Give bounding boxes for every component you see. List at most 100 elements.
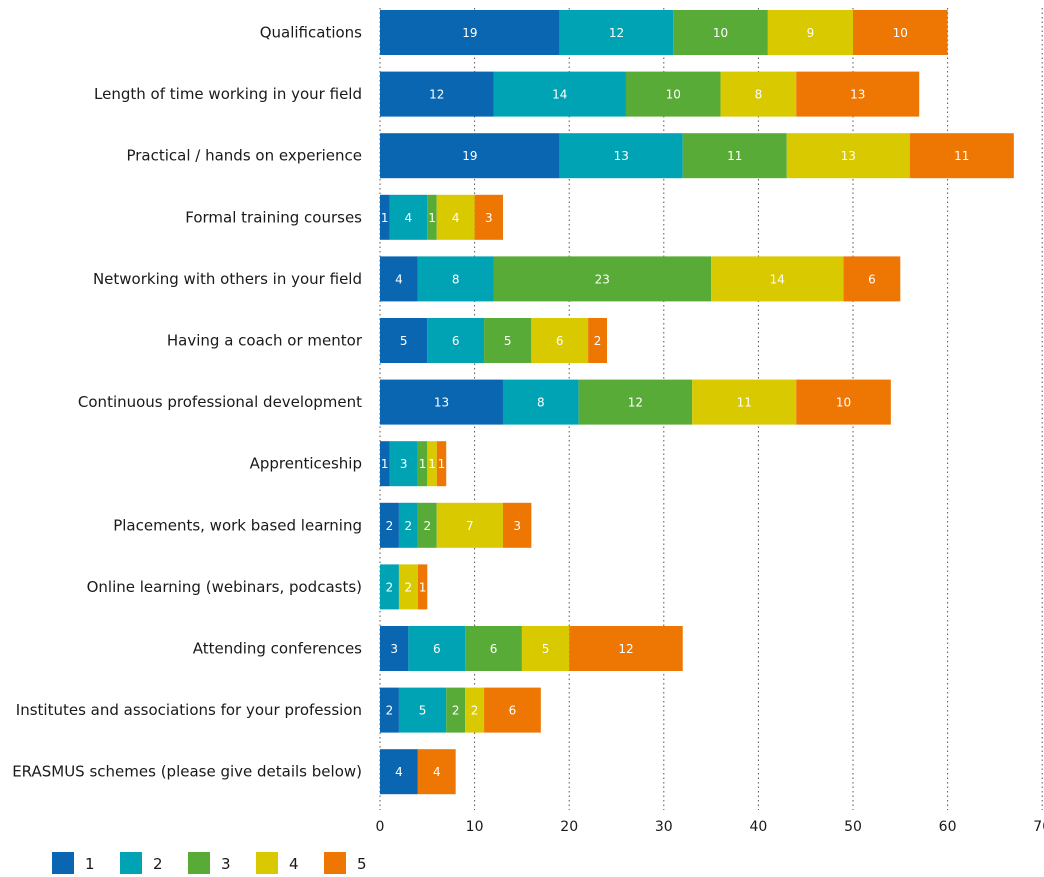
bar-value-label: 5 xyxy=(542,642,550,656)
bar-value-label: 10 xyxy=(893,26,908,40)
bar-segment xyxy=(436,502,503,548)
category-label: Online learning (webinars, podcasts) xyxy=(87,578,362,596)
bar-value-label: 3 xyxy=(485,211,493,225)
legend-label: 3 xyxy=(221,855,231,873)
legend: 1 2 3 4 5 xyxy=(52,852,367,874)
bar-segment xyxy=(569,626,683,671)
bar-segment xyxy=(380,318,428,363)
bar-value-label: 13 xyxy=(614,149,629,163)
bar-value-label: 6 xyxy=(556,334,564,348)
x-tick-label: 20 xyxy=(560,819,578,835)
bar-segment xyxy=(380,256,418,302)
bar-value-label: 6 xyxy=(452,334,460,348)
bar-segment xyxy=(493,71,626,117)
bar-value-label: 11 xyxy=(954,149,969,163)
bar-value-label: 1 xyxy=(428,211,436,225)
bar-value-label: 6 xyxy=(509,704,517,718)
bar-segment xyxy=(692,379,797,425)
bar-value-label: 1 xyxy=(438,457,446,471)
bar-segment xyxy=(711,256,844,302)
bar-segment xyxy=(909,133,1014,179)
legend-swatch xyxy=(120,852,142,874)
bar-value-label: 4 xyxy=(395,272,403,286)
bar-value-label: 1 xyxy=(419,457,427,471)
bar-value-label: 12 xyxy=(618,642,633,656)
category-label: Length of time working in your field xyxy=(94,85,362,103)
bar-value-label: 6 xyxy=(433,642,441,656)
legend-label: 2 xyxy=(153,855,163,873)
bar-segment xyxy=(796,379,891,425)
bar-segment xyxy=(408,626,466,671)
bar-value-label: 1 xyxy=(381,457,389,471)
legend-label: 1 xyxy=(85,855,95,873)
bar-value-label: 4 xyxy=(433,765,441,779)
bar-value-label: 12 xyxy=(628,396,643,410)
bar-value-label: 2 xyxy=(452,704,460,718)
bar-value-label: 2 xyxy=(386,704,394,718)
bar-segment xyxy=(380,626,409,671)
bar-segment xyxy=(474,194,503,240)
category-label: Institutes and associations for your pro… xyxy=(16,701,362,719)
bar-segment xyxy=(380,441,390,487)
bar-value-label: 5 xyxy=(419,704,427,718)
bar-segment xyxy=(796,71,920,117)
bar-segment xyxy=(436,441,447,487)
bar-value-label: 11 xyxy=(737,396,752,410)
bar-value-label: 3 xyxy=(513,519,521,533)
category-label: Continuous professional development xyxy=(78,393,362,411)
bar-segment xyxy=(493,256,712,302)
bar-segment xyxy=(417,564,428,610)
bar-value-label: 14 xyxy=(552,88,567,102)
bar-segment xyxy=(786,133,910,179)
bar-segment xyxy=(427,441,437,487)
legend-swatch xyxy=(256,852,278,874)
bar-value-label: 19 xyxy=(462,26,477,40)
bar-value-label: 14 xyxy=(770,272,785,286)
category-label: Networking with others in your field xyxy=(93,270,362,288)
bar-value-label: 1 xyxy=(428,457,436,471)
bar-segment xyxy=(380,379,503,425)
bar-value-label: 9 xyxy=(807,26,815,40)
bar-segment xyxy=(531,318,589,363)
bar-value-label: 19 xyxy=(462,149,477,163)
legend-swatch xyxy=(52,852,74,874)
bar-segment xyxy=(625,71,721,117)
category-label: Formal training courses xyxy=(185,208,362,226)
x-tick-label: 10 xyxy=(466,819,484,835)
legend-swatch xyxy=(188,852,210,874)
bar-value-label: 13 xyxy=(841,149,856,163)
x-tick-label: 60 xyxy=(939,819,957,835)
bar-segment xyxy=(465,626,522,671)
x-tick-label: 30 xyxy=(655,819,673,835)
bar-value-label: 1 xyxy=(419,580,427,594)
category-label: Placements, work based learning xyxy=(113,516,362,534)
bar-value-label: 2 xyxy=(405,580,413,594)
bar-segment xyxy=(427,194,437,240)
bar-value-label: 13 xyxy=(434,396,449,410)
bar-value-label: 4 xyxy=(395,765,403,779)
category-label: Having a coach or mentor xyxy=(167,332,363,350)
legend-label: 4 xyxy=(289,855,299,873)
bar-value-label: 4 xyxy=(452,211,460,225)
x-tick-label: 40 xyxy=(749,819,767,835)
bar-segment xyxy=(380,71,494,117)
bar-value-label: 8 xyxy=(537,396,545,410)
bar-value-label: 2 xyxy=(471,704,479,718)
bar-segment xyxy=(682,133,787,179)
bar-segment xyxy=(559,10,674,55)
x-tick-label: 50 xyxy=(844,819,862,835)
bar-value-label: 6 xyxy=(490,642,498,656)
bar-segment xyxy=(767,10,853,55)
bar-value-label: 2 xyxy=(405,519,413,533)
bar-value-label: 12 xyxy=(609,26,624,40)
bar-segment xyxy=(446,687,466,733)
category-label: Apprenticeship xyxy=(250,455,362,473)
bar-segment xyxy=(502,379,579,425)
bar-value-label: 2 xyxy=(386,580,394,594)
bar-value-label: 11 xyxy=(727,149,742,163)
bar-segment xyxy=(417,256,494,302)
bar-segment xyxy=(436,194,475,240)
bar-segment xyxy=(389,194,428,240)
